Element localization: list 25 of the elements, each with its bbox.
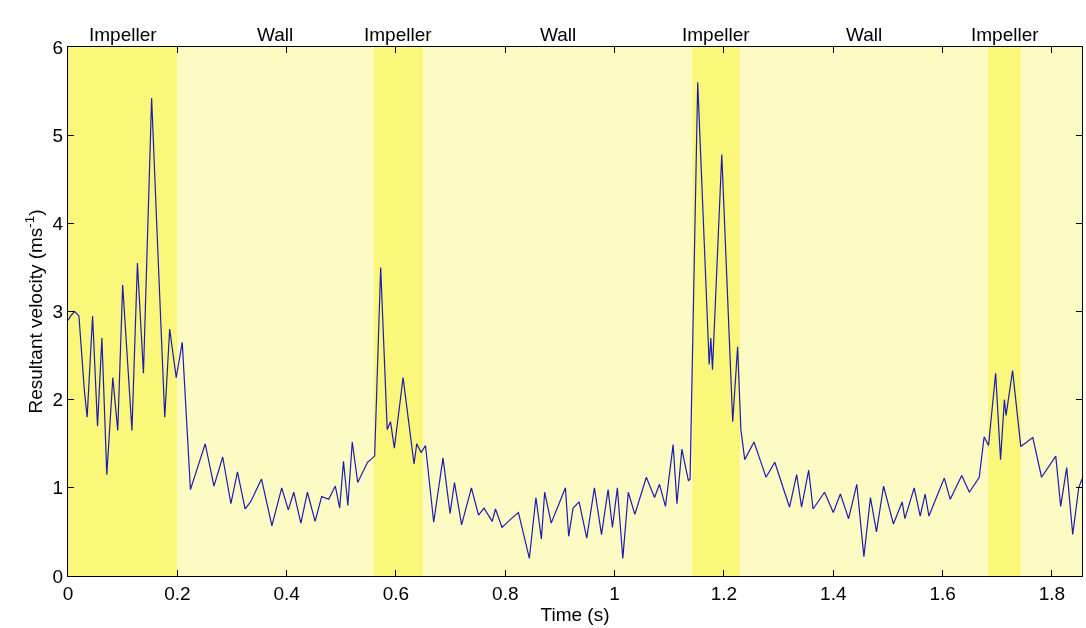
x-tick-label: 0.6: [382, 582, 410, 604]
y-tick-label: 1: [52, 477, 64, 499]
x-tick-label: 1: [609, 582, 620, 604]
x-tick-label: 0.2: [164, 582, 191, 604]
x-tick-label: 0.8: [492, 582, 519, 604]
x-axis-title: Time (s): [540, 603, 610, 625]
y-tick-label: 6: [52, 36, 64, 58]
band-label: Impeller: [971, 24, 1040, 45]
line-series: [68, 81, 1082, 559]
x-tick-label: 1.4: [820, 582, 847, 604]
x-tick-label: 0.4: [273, 582, 301, 604]
y-tick-label: 4: [52, 212, 64, 234]
band-label: Impeller: [364, 24, 433, 45]
y-tick-label: 3: [52, 301, 64, 323]
x-tick-label: 1.8: [1038, 582, 1066, 604]
band-label: Wall: [846, 24, 883, 45]
band-label: Impeller: [682, 24, 751, 45]
y-tick-label: 5: [52, 124, 64, 146]
y-tick-label: 2: [52, 389, 64, 411]
y-tick-label: 0: [52, 565, 64, 587]
band-label: Wall: [257, 24, 294, 45]
band-label: Wall: [540, 24, 577, 45]
band-label: Impeller: [89, 24, 158, 45]
x-tick-label: 1.2: [710, 582, 738, 604]
x-tick-label: 1.6: [929, 582, 956, 604]
